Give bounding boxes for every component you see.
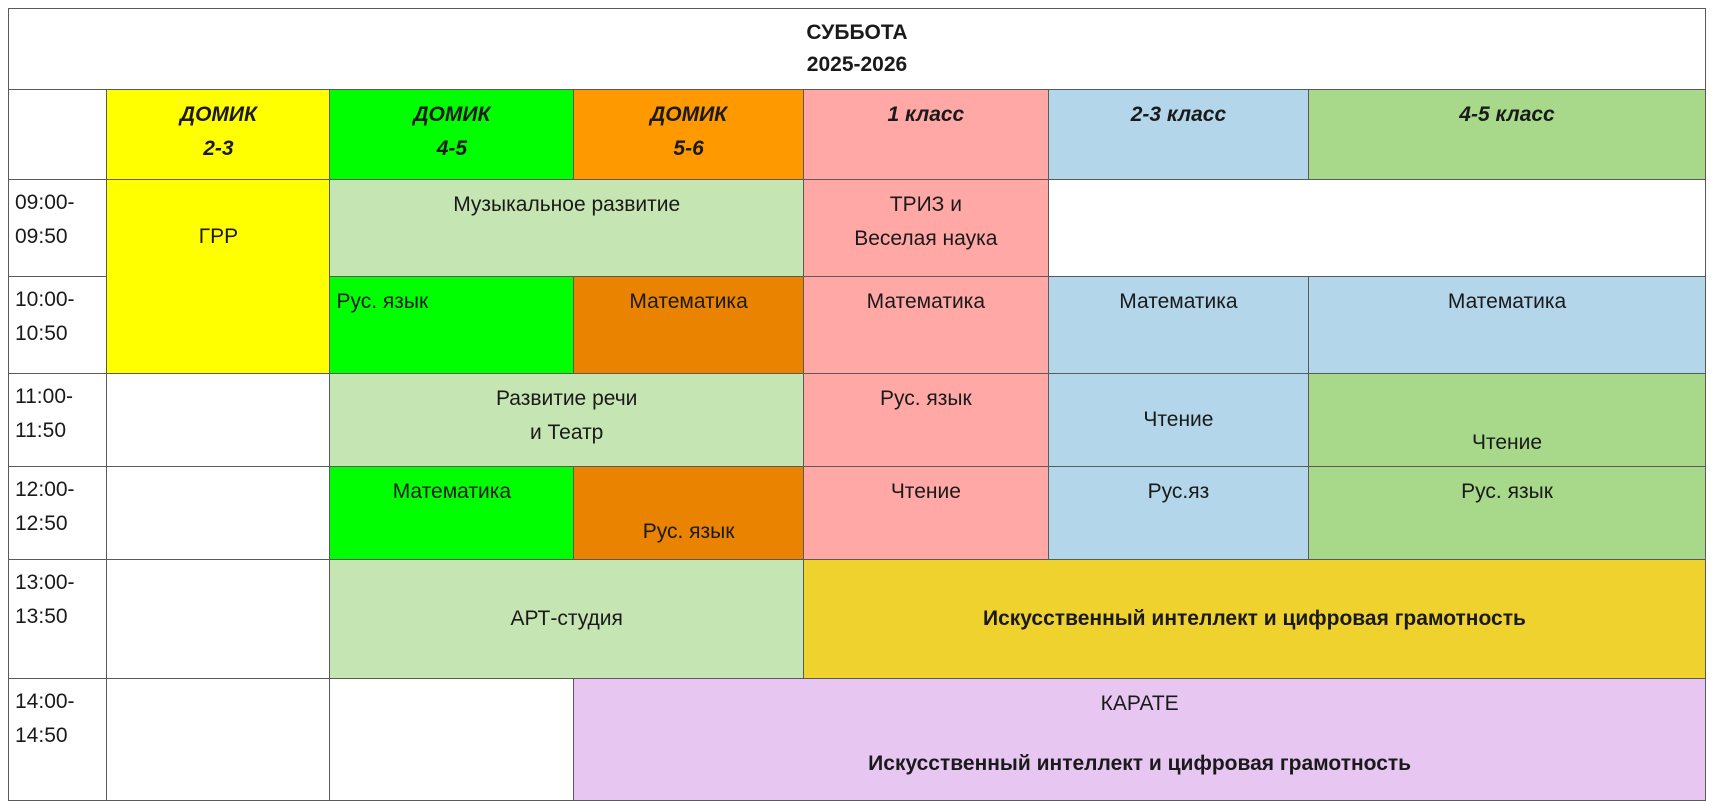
time-slot-5: 13:00- 13:50	[7, 559, 108, 679]
time-slot-3: 11:00- 11:50	[7, 373, 108, 467]
lesson-rus-class-4-5: Рус. язык	[1308, 466, 1706, 560]
lesson-grr: ГРР	[106, 179, 331, 374]
day-title: СУББОТА	[806, 21, 908, 44]
lesson-music: Музыкальное развитие	[329, 179, 804, 277]
empty-cell	[1047, 179, 1707, 277]
empty-cell	[106, 678, 331, 801]
header-domik-5-6: ДОМИК 5-6	[573, 89, 804, 180]
schedule-table: СУББОТА 2025-2026 ДОМИК 2-3 ДОМИК 4-5 ДО…	[7, 8, 1707, 801]
lesson-math-class-1: Математика	[802, 276, 1049, 374]
empty-cell	[106, 373, 331, 467]
empty-cell	[106, 559, 331, 679]
lesson-rus-domik-4-5: Рус. язык	[329, 276, 575, 374]
header-corner	[7, 89, 108, 180]
lesson-reading-class-1: Чтение	[802, 466, 1049, 560]
lesson-ai-literacy-2: Искусственный интеллект и цифровая грамо…	[868, 752, 1412, 775]
lesson-rus-class-2-3: Рус.яз	[1047, 466, 1310, 560]
lesson-karate-ai: КАРАТЕ Искусственный интеллект и цифрова…	[573, 678, 1706, 801]
lesson-ai-literacy: Искусственный интеллект и цифровая грамо…	[802, 559, 1707, 679]
time-slot-4: 12:00- 12:50	[7, 466, 108, 560]
time-slot-6: 14:00- 14:50	[7, 678, 108, 801]
header-class-1: 1 класс	[802, 89, 1049, 180]
header-class-2-3: 2-3 класс	[1047, 89, 1310, 180]
lesson-reading-class-4-5: Чтение	[1308, 373, 1706, 467]
year-title: 2025-2026	[806, 53, 908, 76]
header-domik-4-5: ДОМИК 4-5	[329, 89, 575, 180]
lesson-art-studio: АРТ-студия	[329, 559, 804, 679]
lesson-karate: КАРАТЕ	[1100, 692, 1179, 715]
lesson-math-class-4-5: Математика	[1308, 276, 1706, 374]
header-domik-2-3: ДОМИК 2-3	[106, 89, 331, 180]
lesson-math-domik-4-5: Математика	[329, 466, 575, 560]
schedule-title: СУББОТА 2025-2026	[8, 8, 1706, 90]
time-slot-2: 10:00- 10:50	[7, 276, 108, 374]
lesson-reading-class-2-3: Чтение	[1047, 373, 1310, 467]
lesson-triz: ТРИЗ и Веселая наука	[802, 179, 1049, 277]
empty-cell	[106, 466, 331, 560]
empty-cell	[329, 678, 575, 801]
lesson-rus-domik-5-6: Рус. язык	[573, 466, 804, 560]
header-class-4-5: 4-5 класс	[1308, 89, 1706, 180]
lesson-speech-theatre: Развитие речи и Театр	[329, 373, 804, 467]
lesson-math-class-2-3: Математика	[1047, 276, 1310, 374]
lesson-rus-class-1: Рус. язык	[802, 373, 1049, 467]
time-slot-1: 09:00- 09:50	[7, 179, 108, 277]
lesson-math-domik-5-6: Математика	[573, 276, 804, 374]
